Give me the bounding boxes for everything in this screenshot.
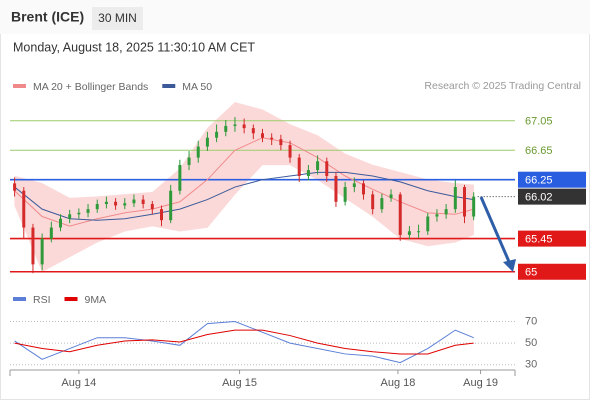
- y-tick-label: 30: [525, 359, 537, 371]
- last-price-label: 66.02: [525, 192, 553, 204]
- forecast-arrowhead: [503, 259, 516, 272]
- candle-body: [417, 231, 421, 233]
- level-box: [518, 263, 586, 280]
- forecast-arrow: [479, 196, 512, 265]
- level-box: [518, 171, 586, 188]
- x-tick-label: Aug 19: [463, 377, 498, 389]
- header-bar: [0, 0, 590, 34]
- candle-body: [325, 161, 329, 177]
- last-price-box: [518, 188, 586, 205]
- candle-body: [334, 176, 338, 202]
- candle-body: [306, 170, 310, 177]
- candle-body: [141, 199, 145, 204]
- y-tick-label: 70: [525, 315, 537, 327]
- level-label: 67.05: [525, 116, 553, 128]
- candle-body: [242, 124, 246, 129]
- source: Research © 2025 Trading Central: [424, 80, 581, 92]
- bollinger-band: [41, 182, 70, 273]
- candle-body: [123, 203, 127, 206]
- candle-body: [77, 212, 81, 215]
- candle-body: [407, 231, 411, 235]
- candle-body: [426, 216, 430, 232]
- candle-body: [169, 190, 173, 221]
- candle-body: [22, 190, 26, 228]
- candle-body: [59, 218, 62, 228]
- rsi-line: [14, 320, 474, 364]
- legend-swatch: [13, 84, 26, 88]
- legend-swatch: [64, 297, 78, 301]
- candle-body: [261, 133, 264, 138]
- level-label: 65.45: [525, 234, 553, 246]
- candle-body: [68, 214, 72, 219]
- level-label: 66.65: [525, 145, 553, 157]
- candle-body: [187, 157, 191, 165]
- candle-body: [160, 209, 163, 221]
- bollinger-band: [124, 191, 153, 232]
- candle-body: [49, 227, 53, 239]
- candle-body: [205, 137, 209, 147]
- candle-body: [371, 194, 375, 210]
- level-box: [518, 230, 586, 247]
- candle-body: [463, 187, 466, 217]
- candle-body: [104, 201, 108, 204]
- candle-body: [362, 183, 365, 195]
- candle-body: [444, 209, 448, 215]
- candle-body: [453, 187, 457, 210]
- candle-body: [251, 128, 255, 134]
- candle-body: [270, 137, 274, 140]
- level-label: 65: [525, 267, 537, 279]
- ma-line: [14, 171, 474, 221]
- candle-body: [196, 146, 200, 158]
- candle-body: [233, 124, 237, 126]
- candle-body: [150, 203, 154, 210]
- timeframe[interactable]: 30 MIN: [98, 11, 137, 25]
- title: Brent (ICE): [11, 9, 84, 25]
- legend-label: RSI: [33, 294, 51, 306]
- rsi-line: [14, 329, 474, 355]
- candle-body: [95, 203, 99, 210]
- level-label: 66.25: [525, 175, 553, 187]
- candle-body: [435, 214, 439, 217]
- candle-body: [472, 196, 476, 217]
- y-tick-label: 50: [525, 337, 537, 349]
- candle-body: [40, 238, 44, 265]
- candle-body: [297, 157, 301, 177]
- legend-swatch: [13, 297, 26, 301]
- x-tick-label: Aug 18: [380, 377, 415, 389]
- candle-body: [114, 201, 118, 206]
- legend-label: 9MA: [85, 294, 107, 306]
- candle-body: [279, 139, 283, 146]
- candle-body: [13, 183, 17, 191]
- legend-label: MA 50: [182, 81, 212, 93]
- candle-body: [352, 183, 356, 188]
- candle-body: [316, 161, 320, 171]
- timeframe-tab[interactable]: [92, 7, 143, 30]
- candle-body: [389, 194, 393, 199]
- x-tick-label: Aug 15: [222, 377, 257, 389]
- legend-swatch: [162, 84, 176, 88]
- candle-body: [380, 198, 384, 210]
- x-tick-label: Aug 14: [61, 377, 96, 389]
- candle-body: [224, 125, 228, 132]
- candle-body: [132, 199, 136, 204]
- candle-body: [178, 164, 182, 191]
- datetime: Monday, August 18, 2025 11:30:10 AM CET: [13, 40, 255, 54]
- candle-body: [86, 209, 90, 213]
- candle-body: [398, 194, 402, 235]
- candle-body: [288, 145, 292, 158]
- candle-body: [215, 131, 219, 138]
- candle-body: [343, 187, 347, 202]
- candle-body: [31, 227, 35, 265]
- legend-label: MA 20 + Bollinger Bands: [33, 81, 148, 93]
